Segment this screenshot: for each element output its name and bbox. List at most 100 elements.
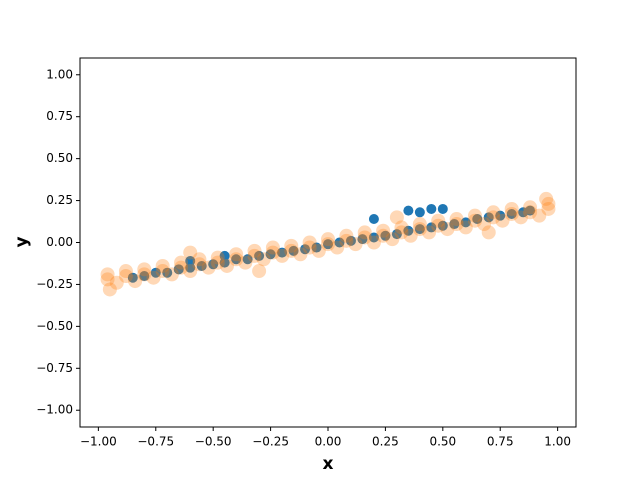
point: [357, 225, 372, 240]
y-tick-label: −0.75: [36, 361, 73, 375]
x-tick-label: −0.75: [137, 435, 174, 449]
point: [523, 205, 538, 220]
plot-frame: [79, 57, 577, 428]
point: [431, 218, 446, 233]
point: [376, 228, 391, 243]
point: [414, 224, 425, 235]
point: [394, 220, 409, 235]
y-tick-label: 1.00: [46, 67, 73, 81]
x-tick-label: 0.00: [315, 435, 342, 449]
point: [458, 220, 473, 235]
point: [229, 247, 244, 262]
point: [506, 208, 517, 219]
y-tick-label: 0.00: [46, 235, 73, 249]
point: [389, 210, 404, 225]
point: [437, 203, 448, 214]
point: [330, 240, 345, 255]
point: [192, 257, 207, 272]
point: [231, 254, 242, 265]
point: [412, 217, 427, 232]
point: [460, 217, 471, 228]
y-tick-label: −0.25: [36, 277, 73, 291]
point: [302, 235, 317, 250]
point: [483, 212, 494, 223]
point: [323, 239, 333, 250]
point: [311, 242, 322, 253]
point: [311, 243, 326, 258]
point: [284, 243, 299, 258]
point: [155, 258, 170, 273]
point: [229, 252, 244, 267]
point: [265, 249, 276, 260]
x-tick-label: −0.25: [252, 435, 289, 449]
point: [449, 219, 460, 230]
point: [196, 260, 207, 271]
y-tick-label: 0.75: [46, 109, 73, 123]
point: [486, 210, 501, 225]
point: [139, 271, 150, 282]
x-tick-label: 0.75: [487, 435, 514, 449]
point: [293, 247, 308, 262]
x-axis-label: x: [323, 454, 334, 474]
point: [173, 264, 184, 275]
point: [385, 232, 400, 247]
point: [541, 196, 556, 211]
point: [127, 272, 138, 283]
point: [174, 260, 189, 275]
point: [495, 210, 506, 221]
point: [472, 214, 483, 225]
x-tick-label: 0.25: [372, 435, 399, 449]
point: [486, 205, 501, 220]
point: [300, 244, 311, 255]
point: [219, 258, 234, 273]
point: [449, 212, 464, 227]
point: [118, 269, 133, 284]
point: [477, 217, 492, 232]
point: [513, 210, 528, 225]
point: [100, 272, 115, 287]
point: [185, 255, 196, 266]
point: [288, 245, 299, 256]
point: [525, 205, 536, 216]
point: [376, 223, 391, 238]
point: [164, 267, 179, 282]
x-tick-label: 1.00: [544, 435, 571, 449]
point: [146, 270, 161, 285]
point: [242, 254, 253, 265]
point: [321, 232, 335, 247]
point: [210, 250, 225, 265]
point: [504, 201, 519, 216]
point: [150, 267, 161, 278]
point: [467, 213, 482, 228]
point: [403, 225, 414, 236]
point: [334, 237, 345, 248]
point: [252, 264, 267, 279]
point: [302, 240, 317, 255]
point: [201, 260, 216, 275]
point: [162, 267, 173, 278]
point: [368, 232, 379, 243]
point: [275, 248, 290, 263]
x-tick-label: 0.50: [429, 435, 456, 449]
point: [254, 250, 265, 261]
point: [403, 228, 418, 243]
point: [321, 237, 335, 252]
point: [541, 201, 556, 216]
point: [183, 264, 198, 279]
point: [426, 222, 437, 233]
point: [155, 264, 170, 279]
point: [412, 222, 427, 237]
point: [348, 237, 363, 252]
point: [345, 235, 356, 246]
point: [137, 262, 152, 277]
point: [339, 233, 354, 248]
point: [539, 191, 554, 206]
point: [357, 234, 368, 245]
point: [368, 214, 379, 225]
point: [437, 220, 448, 231]
point: [366, 235, 381, 250]
point: [495, 213, 510, 228]
point: [380, 230, 391, 241]
